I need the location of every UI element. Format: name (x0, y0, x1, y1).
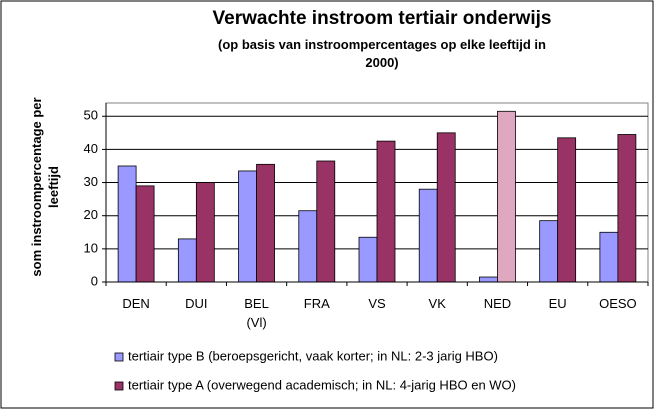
x-tick-label: DEN (122, 296, 150, 311)
bar (135, 185, 155, 283)
bar (479, 276, 498, 283)
x-tick-label: DUI (185, 296, 208, 311)
y-tick-label: 50 (84, 108, 98, 123)
x-tick-label: BEL (Vl) (244, 296, 269, 330)
y-tick-label: 40 (84, 141, 98, 156)
bar (256, 163, 275, 283)
chart-subtitle: (op basis van instroompercentages op elk… (218, 37, 546, 70)
bar (617, 134, 637, 283)
bar (316, 160, 336, 283)
bar (436, 132, 456, 283)
bar (376, 140, 396, 283)
x-tick-label: NED (483, 296, 512, 311)
bar (298, 210, 318, 283)
x-tick-label: OESO (599, 296, 637, 311)
bar (418, 188, 438, 283)
bar (557, 137, 577, 283)
x-tick-label: VS (368, 296, 386, 311)
y-tick-label: 10 (84, 240, 98, 255)
y-axis-label: som instroompercentage per leeftijd (29, 97, 61, 277)
bar (117, 165, 137, 283)
bar (497, 110, 516, 283)
x-tick-label: FRA (303, 296, 330, 311)
y-tick-label: 20 (84, 207, 98, 222)
legend-label: tertiair type B (beroepsgericht, vaak ko… (128, 348, 498, 363)
y-tick-label: 30 (84, 174, 98, 189)
legend-swatch (114, 352, 124, 362)
bar (177, 238, 197, 283)
x-tick-label: VK (428, 296, 446, 311)
x-tick-label: EU (548, 296, 567, 311)
bar (358, 236, 378, 283)
legend-label: tertiair type A (overwegend academisch; … (128, 377, 516, 392)
y-tick-label: 0 (91, 273, 98, 288)
bar (195, 182, 215, 283)
bar (238, 170, 257, 283)
legend-swatch (114, 381, 124, 391)
chart-title: Verwachte instroom tertiair onderwijs (212, 8, 552, 29)
bar (599, 231, 619, 283)
bar (539, 220, 559, 283)
